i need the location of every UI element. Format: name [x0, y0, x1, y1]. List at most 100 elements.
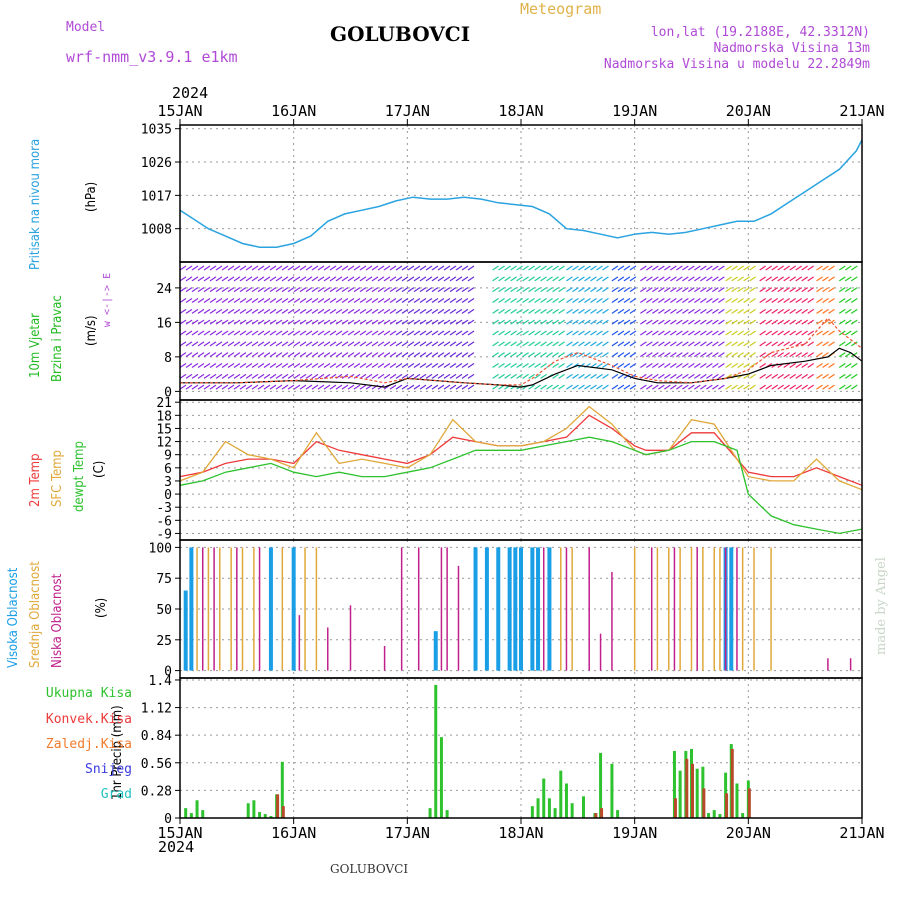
- y-tick-label: 18: [156, 409, 172, 424]
- temp-line-1: [179, 405, 863, 491]
- legend-ukupna: Ukupna Kisa: [45, 686, 132, 701]
- precip-bar: [600, 808, 604, 818]
- legend-zaledj: Zaledj.Kisa: [45, 737, 132, 752]
- x-tick-label-bottom: 15JAN: [157, 824, 202, 842]
- cloud-bar: [496, 547, 501, 671]
- precip-bar: [263, 814, 267, 818]
- wind-speed-line: [180, 347, 863, 388]
- precip-bar: [564, 783, 568, 818]
- cloud-bar: [268, 547, 273, 671]
- precip-bar: [616, 810, 620, 818]
- precip-bar: [559, 770, 563, 818]
- precip-bar: [582, 796, 586, 818]
- temp-label-sfc: SFC Temp: [50, 450, 65, 507]
- precip-bar: [434, 684, 438, 818]
- year-top: 2024: [172, 84, 209, 102]
- precip-bar: [725, 793, 729, 818]
- precip-bar: [201, 810, 205, 818]
- footer-title: GOLUBOVCI: [330, 862, 409, 876]
- cloud-bar: [473, 547, 478, 671]
- y-tick-label: 0: [164, 488, 172, 503]
- precip-bar: [691, 763, 694, 818]
- precip-bar: [685, 758, 689, 818]
- x-tick-label-bottom: 21JAN: [839, 824, 884, 842]
- x-tick-label-top: 16JAN: [271, 102, 316, 120]
- precip-bar: [269, 816, 273, 818]
- cloud-unit: (%): [94, 597, 109, 618]
- x-tick-label-bottom: 20JAN: [726, 824, 771, 842]
- legend-grad: Grad: [100, 787, 132, 802]
- temp-label-2m: 2m Temp: [28, 453, 43, 508]
- cloud-bar: [519, 547, 523, 671]
- y-tick-label: 0: [164, 385, 172, 400]
- x-tick-label-top: 19JAN: [612, 102, 657, 120]
- y-tick-label: 0: [164, 812, 172, 827]
- y-tick-label: 1026: [141, 156, 172, 171]
- precip-bar: [718, 814, 722, 818]
- precip-bar: [610, 763, 614, 818]
- precip-bar: [445, 810, 449, 818]
- x-tick-label-top: 18JAN: [498, 102, 543, 120]
- cloud-label-mid: Srednja Oblacnost: [28, 561, 43, 668]
- y-tick-label: 1008: [141, 223, 172, 238]
- precip-bar: [712, 810, 716, 818]
- y-tick-label: 16: [156, 316, 172, 331]
- x-tick-label-top: 15JAN: [157, 102, 202, 120]
- y-tick-label: 0.28: [141, 784, 172, 799]
- y-tick-label: 6: [164, 462, 172, 477]
- pressure-line: [179, 139, 863, 248]
- y-tick-label: 9: [164, 449, 172, 464]
- precip-bar: [747, 788, 751, 818]
- wind-compass: w <-|-> E: [102, 273, 113, 327]
- y-tick-label: 0: [164, 665, 172, 680]
- y-tick-label: 1.12: [141, 702, 172, 717]
- precip-bar: [707, 813, 711, 818]
- y-tick-label: -6: [156, 514, 172, 529]
- y-tick-label: 21: [156, 396, 172, 411]
- precip-bar: [530, 806, 534, 818]
- cloud-bar: [530, 547, 535, 671]
- panel-frame-wind: [179, 261, 863, 401]
- y-tick-label: 1017: [141, 189, 172, 204]
- precip-bar: [276, 794, 280, 818]
- precip-bar: [184, 808, 188, 818]
- precip-bar: [702, 788, 706, 818]
- cloud-bar: [729, 547, 734, 671]
- precip-bar: [189, 813, 193, 818]
- cloud-bar: [547, 547, 552, 671]
- wind-label-1: 10m Vjetar: [28, 313, 43, 378]
- precip-bar: [439, 737, 443, 818]
- page-title: GOLUBOVCI: [330, 22, 471, 46]
- cloud-bar: [189, 547, 194, 671]
- cloud-label-low: Niska Oblacnost: [50, 573, 65, 668]
- cloud-label-high: Visoka Oblacnost: [6, 567, 21, 668]
- y-tick-label: 1.4: [149, 674, 173, 689]
- x-tick-label-bottom: 18JAN: [498, 824, 543, 842]
- cloud-bar: [291, 547, 296, 671]
- cloud-bar: [507, 547, 512, 671]
- cloud-bar: [536, 547, 541, 671]
- model-altitude-text: Nadmorska Visina u modelu 22.2849m: [603, 57, 870, 72]
- wind-gust-line: [180, 317, 863, 386]
- y-tick-label: 24: [156, 282, 172, 297]
- precip-bar: [536, 798, 540, 818]
- precip-bar: [570, 803, 574, 818]
- cloud-bar: [433, 631, 438, 671]
- cloud-bar: [484, 547, 489, 671]
- panel-frame-temp: [179, 399, 863, 541]
- pressure-unit: (hPa): [84, 181, 99, 212]
- precip-bar: [695, 768, 699, 818]
- x-tick-label-top: 20JAN: [726, 102, 771, 120]
- precip-bar: [678, 770, 682, 818]
- temp-line-2: [179, 436, 863, 535]
- precip-bar: [252, 800, 256, 818]
- y-tick-label: 0.84: [141, 729, 172, 744]
- precip-bar: [195, 800, 199, 818]
- y-tick-label: 100: [149, 541, 172, 556]
- legend-snijeg: Snijeg: [85, 762, 132, 777]
- y-tick-label: 25: [156, 634, 172, 649]
- legend-konvek: Konvek.Kisa: [45, 712, 132, 727]
- precip-bar: [542, 778, 546, 818]
- precip-bar: [246, 803, 250, 818]
